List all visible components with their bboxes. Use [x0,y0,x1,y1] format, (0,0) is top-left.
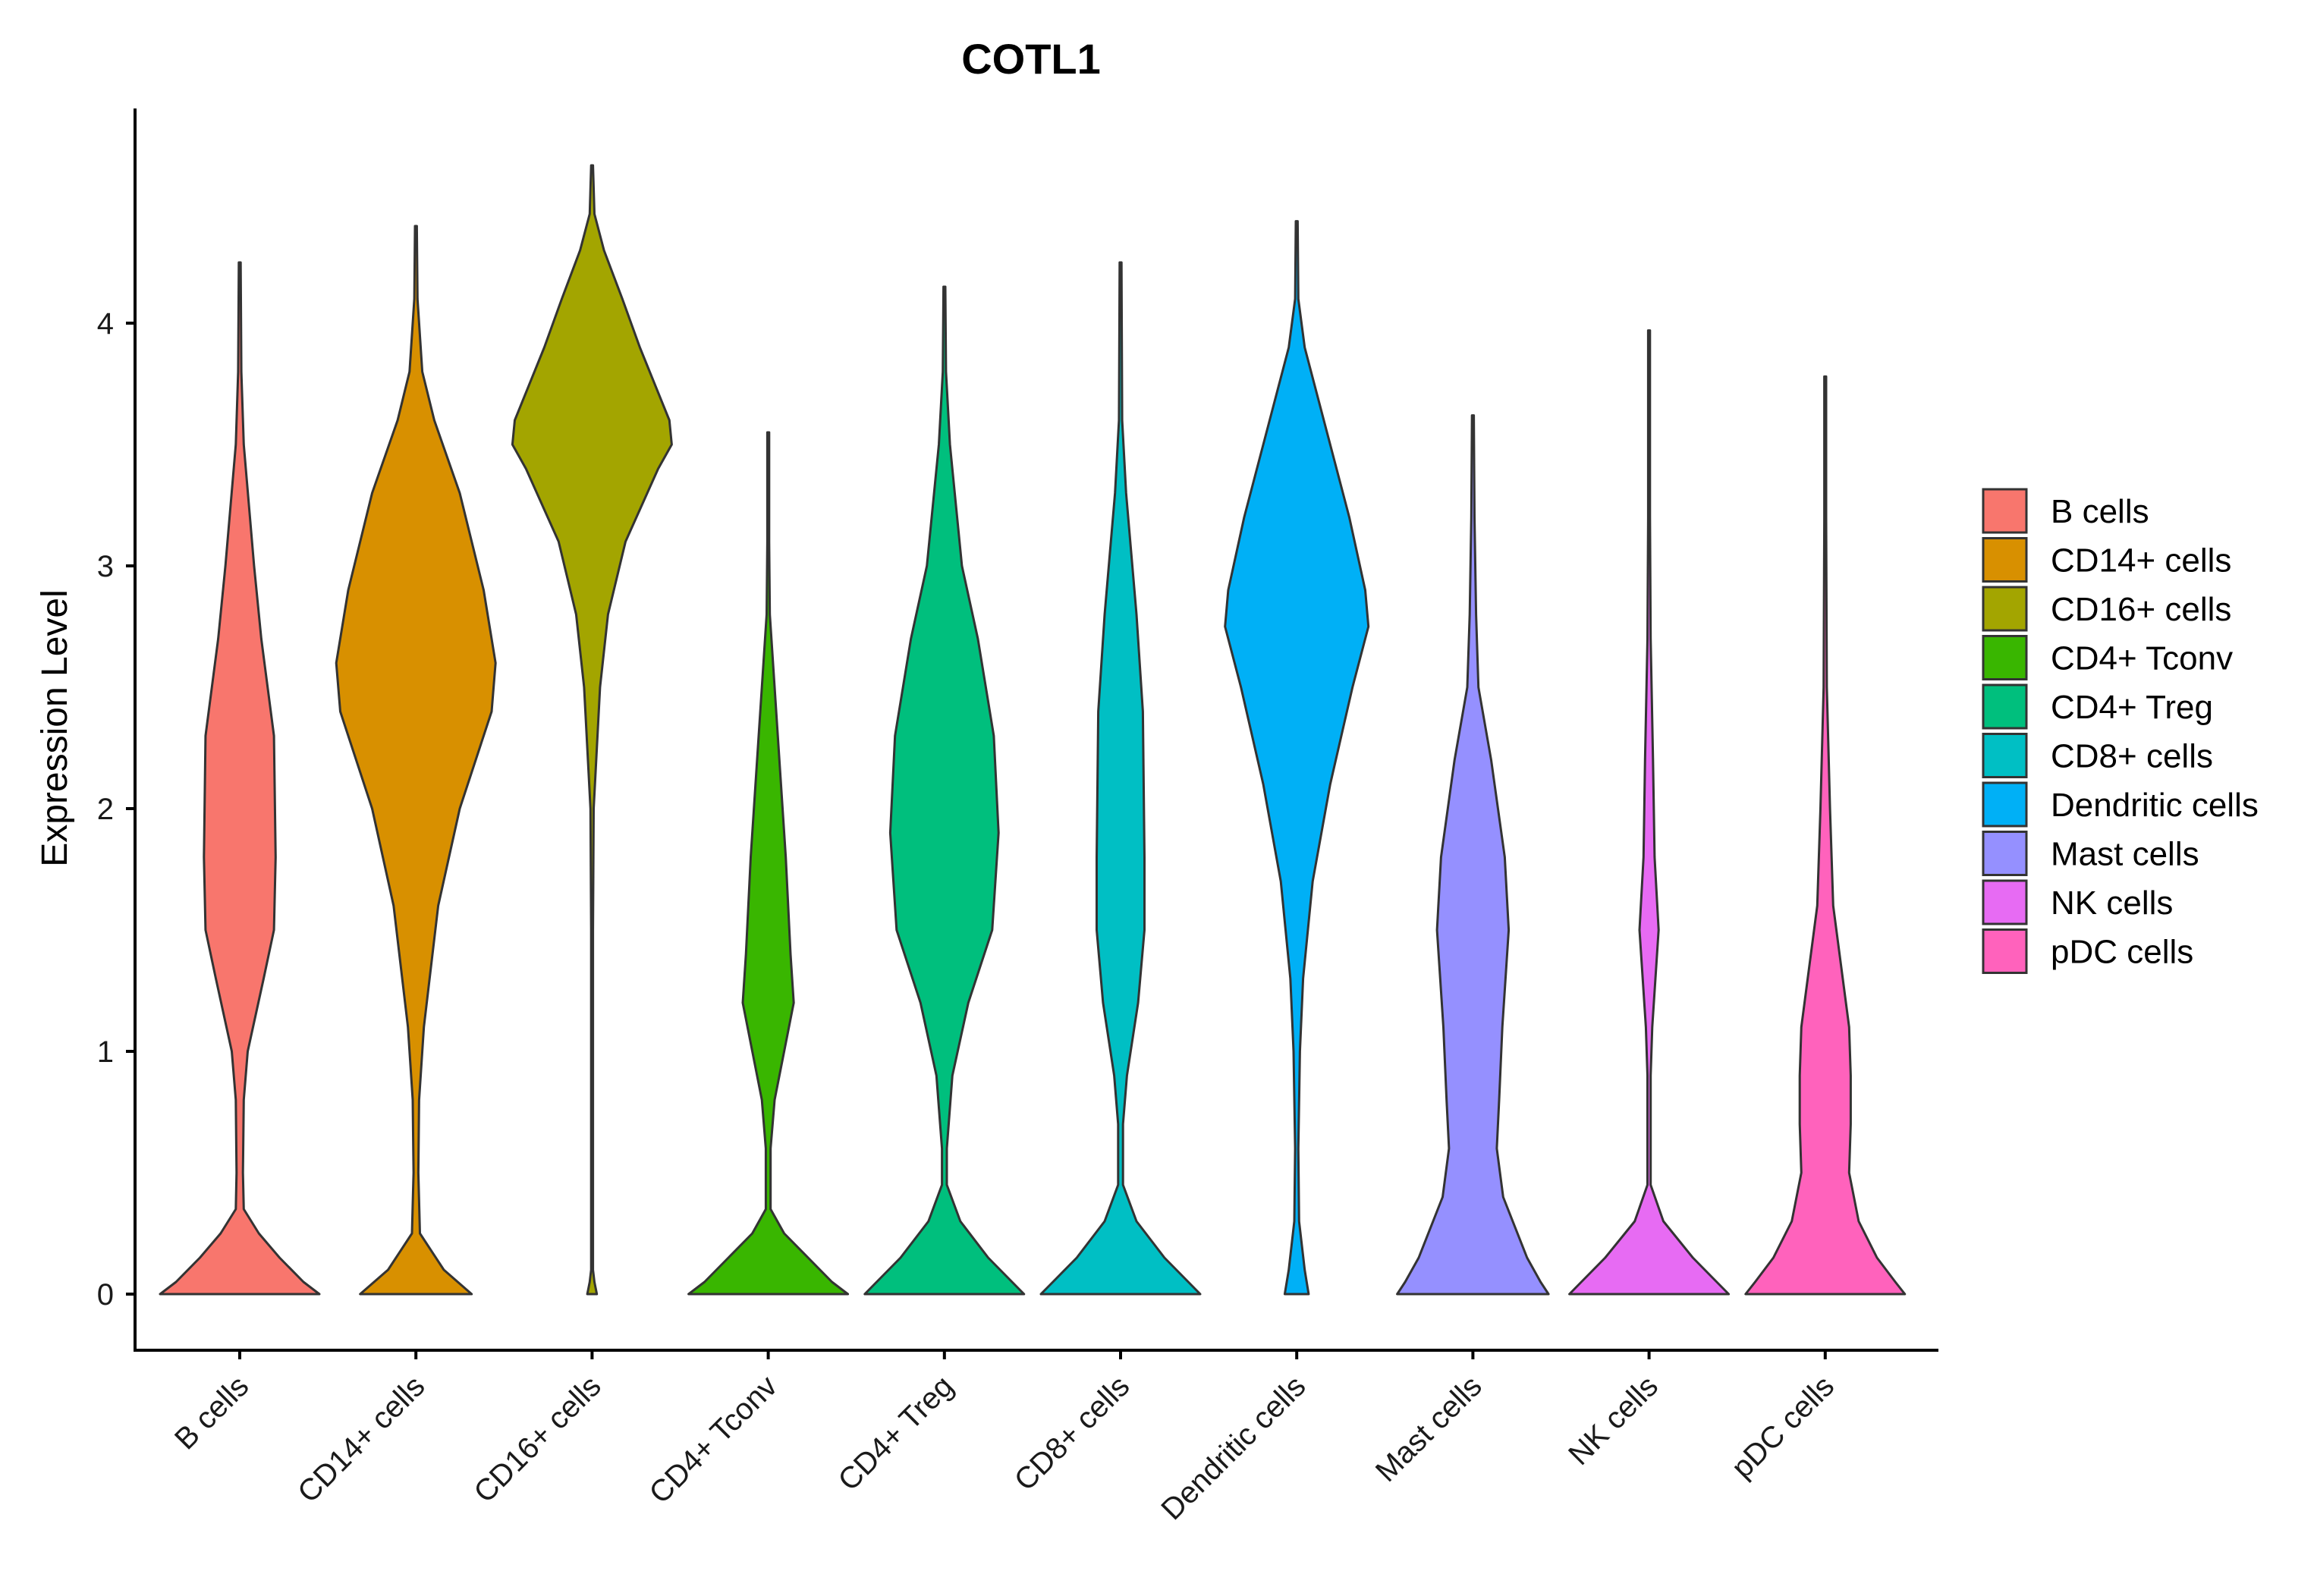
legend-swatch-cd14plus-cells [1982,537,2028,583]
legend-label-cd4plus-treg: CD4+ Treg [2051,689,2213,726]
y-tick-label: 1 [97,1035,114,1069]
legend-label-mast-cells: Mast cells [2051,836,2199,873]
legend-swatch-cd8plus-cells [1982,733,2028,778]
violin-cd14plus-cells [335,225,497,1296]
legend-label-dendritic-cells: Dendritic cells [2051,787,2259,824]
legend: B cells CD14+ cells CD16+ cells CD4+ Tconv C… [1982,488,2259,974]
legend-swatch-cd16plus-cells [1982,586,2028,632]
legend-swatch-b-cells [1982,488,2028,534]
violin-cd16plus-cells [511,164,673,1296]
legend-label-pdc-cells: pDC cells [2051,934,2193,971]
legend-swatch-nk-cells [1982,879,2028,925]
legend-swatch-mast-cells [1982,831,2028,876]
violin-cd8plus-cells [1039,261,1202,1296]
legend-swatch-cd4plus-treg [1982,683,2028,730]
violin-mast-cells [1396,414,1550,1296]
legend-label-nk-cells: NK cells [2051,884,2173,922]
legend-swatch-cd4plus-tconv [1982,635,2028,680]
y-ticks-group: 0 1 2 3 4 [97,307,135,1312]
violin-cd4plus-tconv [687,431,850,1296]
legend-label-cd14plus-cells: CD14+ cells [2051,542,2231,580]
y-tick-label: 0 [97,1278,114,1312]
y-axis-title: Expression Level [35,589,75,867]
violin-pdc-cells [1744,375,1907,1296]
legend-label-cd16plus-cells: CD16+ cells [2051,591,2231,628]
y-tick-label: 3 [97,550,114,583]
violin-dendritic-cells [1224,220,1370,1296]
violin-nk-cells [1568,329,1731,1296]
legend-swatch-pdc-cells [1982,928,2028,974]
legend-label-cd8plus-cells: CD8+ cells [2051,738,2213,775]
chart-title: COTL1 [961,35,1101,83]
y-tick-label: 2 [97,793,114,826]
y-tick-label: 4 [97,307,114,341]
legend-label-b-cells: B cells [2051,493,2149,530]
violins-group [159,164,1907,1296]
violin-cd4plus-treg [863,285,1026,1296]
legend-swatch-dendritic-cells [1982,781,2028,828]
violin-b-cells [159,261,321,1296]
legend-label-cd4plus-tconv: CD4+ Tconv [2051,640,2233,677]
